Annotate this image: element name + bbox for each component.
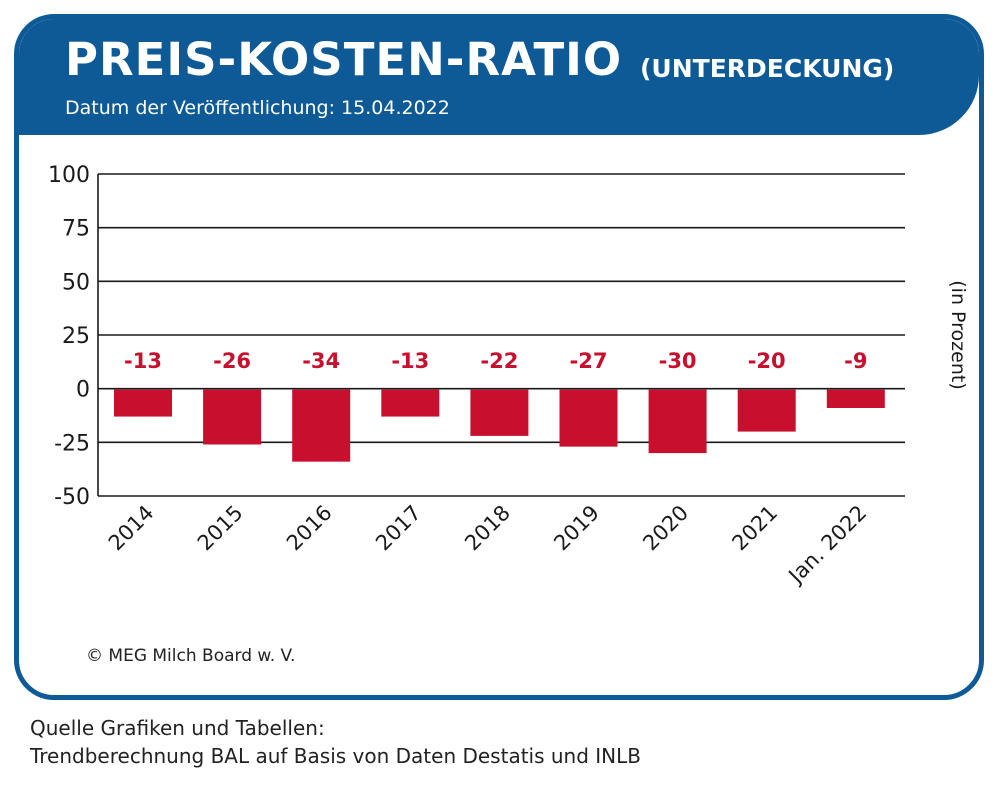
bar [114, 389, 172, 417]
x-tick-label: 2020 [638, 501, 693, 556]
bar [648, 389, 707, 454]
data-label: -13 [391, 349, 429, 373]
header-band: PREIS-KOSTEN-RATIO (UNTERDECKUNG) Datum … [19, 19, 979, 135]
bar [203, 389, 262, 445]
data-label: -26 [213, 349, 251, 373]
bar [826, 389, 885, 408]
x-tick-label: 2019 [549, 501, 604, 556]
y-tick-label: 100 [48, 163, 90, 188]
source-line-1: Quelle Grafiken und Tabellen: [30, 716, 325, 740]
y-axis-title: (in Prozent) [947, 280, 969, 389]
data-label: -13 [124, 349, 162, 373]
bar [470, 389, 529, 436]
x-tick-label: 2014 [104, 501, 159, 556]
y-tick-label: 75 [62, 217, 90, 242]
y-tick-label: -50 [54, 485, 90, 510]
data-label: -20 [748, 349, 786, 373]
chart-title-suffix: (UNTERDECKUNG) [640, 54, 895, 83]
x-tick-label: 2018 [460, 501, 515, 556]
chart-frame: PREIS-KOSTEN-RATIO (UNTERDECKUNG) Datum … [14, 14, 984, 700]
x-tick-label: Jan. 2022 [783, 501, 872, 590]
source-line-2: Trendberechnung BAL auf Basis von Daten … [30, 744, 642, 768]
copyright-notice: © MEG Milch Board w. V. [86, 646, 296, 666]
bar [737, 389, 796, 432]
bar [381, 389, 440, 417]
y-tick-label: 25 [62, 324, 90, 349]
data-label: -22 [480, 349, 518, 373]
publication-date: Datum der Veröffentlichung: 15.04.2022 [65, 97, 450, 119]
y-tick-label: -25 [54, 431, 90, 456]
data-label: -9 [844, 349, 867, 373]
x-tick-label: 2021 [727, 501, 782, 556]
data-label: -30 [659, 349, 697, 373]
data-label: -27 [570, 349, 608, 373]
x-tick-label: 2015 [193, 501, 248, 556]
bar [292, 389, 351, 462]
data-label: -34 [302, 349, 340, 373]
chart-title: PREIS-KOSTEN-RATIO [65, 33, 623, 86]
bar [559, 389, 618, 447]
x-tick-label: 2016 [282, 501, 337, 556]
y-tick-label: 50 [62, 270, 90, 295]
y-tick-label: 0 [76, 378, 90, 403]
x-tick-label: 2017 [371, 501, 426, 556]
